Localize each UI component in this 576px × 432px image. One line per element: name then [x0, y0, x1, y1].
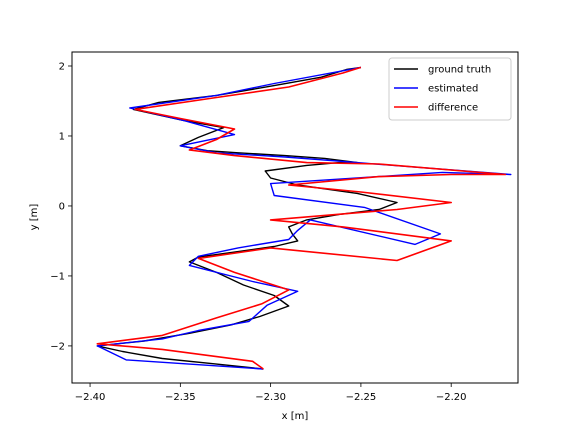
series-line-ground-truth [96, 66, 398, 370]
legend-label: ground truth [428, 65, 491, 76]
legend-label: difference [428, 103, 478, 114]
x-tick-label: −2.35 [165, 392, 196, 403]
series-line-estimated [96, 66, 512, 370]
x-tick-label: −2.30 [255, 392, 286, 403]
x-tick-label: −2.40 [75, 392, 106, 403]
y-tick-label: −2 [50, 341, 65, 352]
legend-label: estimated [428, 84, 478, 95]
y-tick-label: 0 [59, 201, 65, 212]
legend: ground truth estimated difference [388, 57, 512, 121]
y-tick-label: 2 [59, 61, 65, 72]
x-tick-label: −2.25 [346, 392, 377, 403]
x-tick-label: −2.20 [436, 392, 467, 403]
legend-box [388, 57, 512, 121]
x-axis-label: x [m] [282, 411, 309, 422]
y-axis-label: y [m] [29, 204, 40, 231]
plot-frame [71, 51, 519, 384]
x-axis: −2.40 −2.35 −2.30 −2.25 −2.20 [75, 383, 467, 403]
y-tick-label: −1 [50, 271, 65, 282]
plot-area [96, 66, 512, 370]
y-tick-label: 1 [59, 131, 65, 142]
series-line-difference [96, 66, 507, 370]
y-axis: −2 −1 0 1 2 [50, 61, 72, 352]
